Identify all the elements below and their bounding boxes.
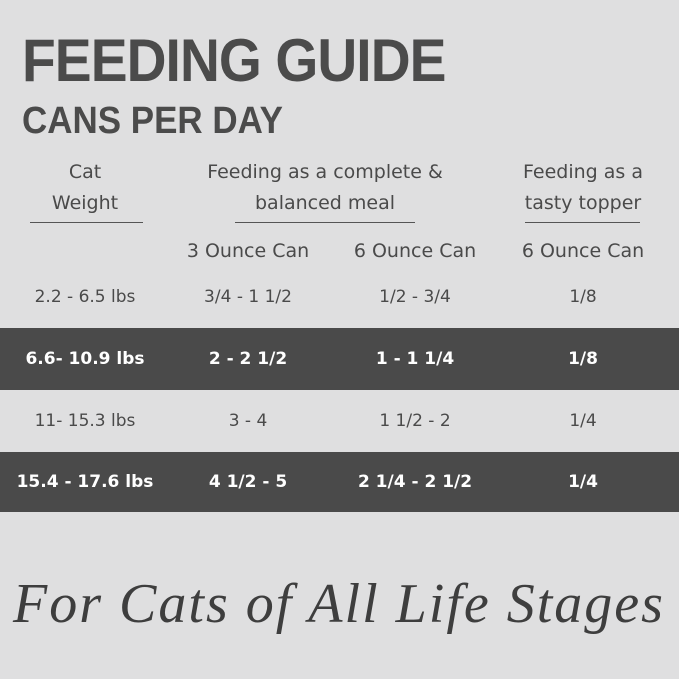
table-cell: 3/4 - 1 1/2 bbox=[204, 287, 292, 307]
table-cell: 1/4 bbox=[568, 472, 598, 492]
table-cell: 15.4 - 17.6 lbs bbox=[16, 472, 154, 492]
header-line: Cat bbox=[68, 161, 102, 183]
table-cell: 2.2 - 6.5 lbs bbox=[34, 287, 136, 307]
table-cell: 2 - 2 1/2 bbox=[208, 349, 288, 369]
underline bbox=[30, 222, 143, 223]
underline bbox=[525, 222, 640, 223]
table-cell: 2 1/4 - 2 1/2 bbox=[357, 472, 473, 492]
table-cell: 1/4 bbox=[569, 411, 597, 431]
column-header: 6 Ounce Can bbox=[521, 240, 645, 262]
column-header: 3 Ounce Can bbox=[186, 240, 310, 262]
header-line: Weight bbox=[51, 192, 119, 214]
table-cell: 1/8 bbox=[569, 287, 597, 307]
underline bbox=[235, 222, 415, 223]
table-cell: 6.6- 10.9 lbs bbox=[25, 349, 145, 369]
table-cell: 1 1/2 - 2 bbox=[379, 411, 451, 431]
tagline: For Cats of All Life Stages bbox=[13, 573, 665, 635]
column-header: 6 Ounce Can bbox=[353, 240, 477, 262]
table-cell: 4 1/2 - 5 bbox=[208, 472, 288, 492]
table-cell: 1 - 1 1/4 bbox=[375, 349, 455, 369]
group-header: Cat Weight bbox=[52, 157, 118, 219]
header-line: tasty topper bbox=[524, 192, 642, 214]
table-cell: 1/2 - 3/4 bbox=[379, 287, 451, 307]
title: FEEDING GUIDE bbox=[22, 27, 446, 94]
table-cell: 3 - 4 bbox=[228, 411, 268, 431]
row-band bbox=[0, 452, 679, 512]
header-line: Feeding as a complete & bbox=[207, 161, 443, 183]
subtitle: CANS PER DAY bbox=[22, 100, 283, 142]
group-header: Feeding as a tasty topper bbox=[523, 157, 643, 219]
table-cell: 1/8 bbox=[568, 349, 598, 369]
row-band bbox=[0, 328, 679, 390]
table-cell: 11- 15.3 lbs bbox=[34, 411, 136, 431]
header-line: balanced meal bbox=[254, 192, 396, 214]
header-line: Feeding as a bbox=[523, 161, 643, 183]
group-header: Feeding as a complete & balanced meal bbox=[207, 157, 443, 219]
